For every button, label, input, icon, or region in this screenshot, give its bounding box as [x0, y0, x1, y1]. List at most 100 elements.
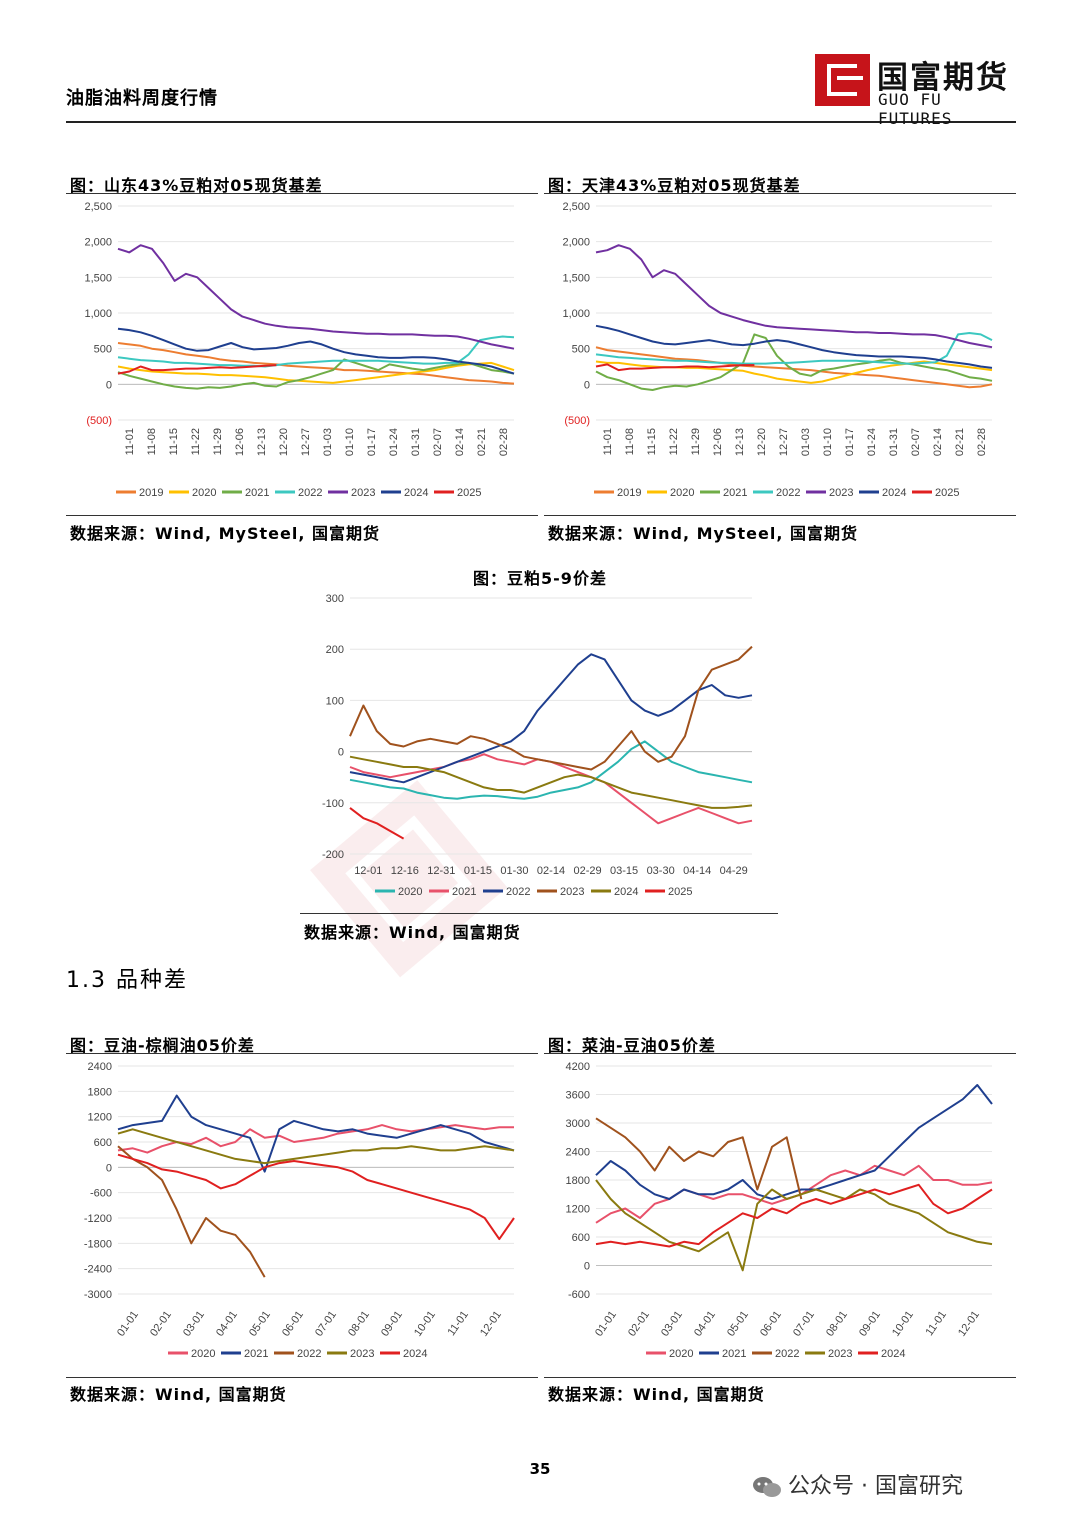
series-line-2024 — [117, 1153, 515, 1241]
y-tick-label: (500) — [564, 415, 590, 427]
x-tick-label: 12-06 — [234, 428, 246, 456]
legend-label-2022: 2022 — [776, 487, 800, 499]
page-number: 35 — [529, 1460, 551, 1478]
legend-label-2023: 2023 — [829, 487, 853, 499]
y-tick-label: 3600 — [566, 1090, 590, 1102]
x-tick-label: 11-15 — [646, 428, 658, 455]
x-tick-label: 02-01 — [626, 1309, 652, 1339]
y-tick-label: -1800 — [84, 1238, 112, 1250]
x-tick-label: 01-30 — [500, 865, 528, 877]
series-line-2020 — [595, 360, 993, 384]
x-tick-label: 04-14 — [683, 865, 711, 877]
legend-label-2025: 2025 — [935, 487, 959, 499]
y-tick-label: 500 — [94, 344, 112, 356]
legend-label-2021: 2021 — [722, 1348, 746, 1360]
x-tick-label: 08-01 — [824, 1309, 850, 1339]
y-tick-label: 1200 — [88, 1112, 112, 1124]
chart-title-rapeseed-soy: 图：菜油-豆油05价差 — [548, 1036, 716, 1055]
chart-bottom-rule — [66, 1377, 538, 1378]
y-tick-label: 4200 — [566, 1061, 590, 1073]
x-tick-label: 01-03 — [322, 428, 334, 456]
x-tick-label: 12-27 — [778, 428, 790, 456]
header-divider — [66, 121, 1016, 123]
x-tick-label: 03-01 — [659, 1309, 685, 1339]
legend-label-2023: 2023 — [560, 886, 584, 898]
x-tick-label: 12-31 — [427, 865, 455, 877]
x-tick-label: 09-01 — [379, 1309, 405, 1339]
y-tick-label: -200 — [322, 849, 344, 861]
x-tick-label: 07-01 — [313, 1309, 339, 1339]
x-tick-label: 01-01 — [115, 1309, 141, 1339]
y-tick-label: 100 — [326, 695, 344, 707]
series-line-2023 — [595, 1179, 993, 1272]
x-tick-label: 01-10 — [344, 428, 356, 456]
y-tick-label: 2400 — [566, 1147, 590, 1159]
series-line-2024 — [595, 1183, 993, 1248]
y-tick-label: 1200 — [566, 1204, 590, 1216]
x-tick-label: 09-01 — [857, 1309, 883, 1339]
legend-label-2020: 2020 — [191, 1348, 215, 1360]
chart-title-meal-spread: 图：豆粕5-9价差 — [473, 569, 607, 588]
x-tick-label: 11-29 — [212, 428, 224, 455]
legend-label-2021: 2021 — [452, 886, 476, 898]
x-tick-label: 11-08 — [624, 428, 636, 455]
legend-label-2022: 2022 — [298, 487, 322, 499]
series-line-2023 — [595, 244, 993, 349]
x-tick-label: 05-01 — [725, 1309, 751, 1339]
x-tick-label: 12-06 — [712, 428, 724, 456]
y-tick-label: 1,000 — [84, 308, 112, 320]
source-tianjin-basis: 数据来源：Wind, MySteel, 国富期货 — [548, 524, 858, 543]
x-tick-label: 10-01 — [890, 1309, 916, 1339]
x-tick-label: 03-01 — [181, 1309, 207, 1339]
x-tick-label: 10-01 — [412, 1309, 438, 1339]
x-tick-label: 01-03 — [800, 428, 812, 456]
x-tick-label: 02-14 — [932, 428, 944, 456]
source-rapeseed-soy: 数据来源：Wind, 国富期货 — [548, 1385, 765, 1404]
x-tick-label: 12-01 — [354, 865, 382, 877]
series-line-2022 — [117, 1145, 266, 1278]
y-tick-label: -1200 — [84, 1213, 112, 1225]
series-line-2023 — [349, 645, 753, 771]
x-tick-label: 02-14 — [454, 428, 466, 456]
x-tick-label: 02-28 — [976, 428, 988, 456]
x-tick-label: 03-15 — [610, 865, 638, 877]
legend-label-2024: 2024 — [404, 487, 428, 499]
y-tick-label: -3000 — [84, 1289, 112, 1301]
series-line-2023 — [117, 1128, 515, 1165]
chart-title-soy-palm: 图：豆油-棕榈油05价差 — [70, 1036, 255, 1055]
series-line-2023 — [117, 244, 515, 350]
x-tick-label: 02-01 — [148, 1309, 174, 1339]
wechat-account[interactable]: 公众号 · 国富研究 — [752, 1468, 963, 1500]
x-tick-label: 12-13 — [734, 428, 746, 456]
wechat-icon — [753, 1477, 781, 1497]
y-tick-label: 0 — [106, 379, 112, 391]
y-tick-label: 0 — [584, 379, 590, 391]
series-line-2022 — [117, 335, 515, 368]
logo-mark-icon — [815, 54, 870, 106]
x-tick-label: 11-22 — [190, 428, 202, 455]
series-line-2021 — [349, 753, 753, 825]
series-line-2024 — [117, 327, 515, 375]
y-tick-label: 2,500 — [562, 201, 590, 213]
x-tick-label: 03-30 — [647, 865, 675, 877]
x-tick-label: 11-15 — [168, 428, 180, 455]
shandong-basis-chart: 2,500 2,000 1,500 1,000 500 0 (500) 11-01 11-08 1… — [84, 201, 515, 499]
source-meal-spread: 数据来源：Wind, 国富期货 — [304, 923, 521, 942]
series-line-2024 — [349, 755, 753, 809]
legend-label-2019: 2019 — [617, 487, 641, 499]
x-tick-label: 11-22 — [668, 428, 680, 455]
x-tick-label: 07-01 — [791, 1309, 817, 1339]
x-tick-label: 02-28 — [498, 428, 510, 456]
report-title: 油脂油料周度行情 — [66, 88, 218, 109]
series-line-2019 — [117, 342, 515, 385]
chart-title-shandong-basis: 图：山东43%豆粕对05现货基差 — [70, 176, 323, 195]
series-line-2021 — [595, 1084, 993, 1200]
y-tick-label: 2400 — [88, 1061, 112, 1073]
x-tick-label: 12-13 — [256, 428, 268, 456]
legend-label-2019: 2019 — [139, 487, 163, 499]
section-title: 1.3 品种差 — [66, 968, 188, 993]
y-tick-label: 0 — [106, 1162, 112, 1174]
legend-label-2024: 2024 — [614, 886, 638, 898]
x-tick-label: 11-29 — [690, 428, 702, 455]
